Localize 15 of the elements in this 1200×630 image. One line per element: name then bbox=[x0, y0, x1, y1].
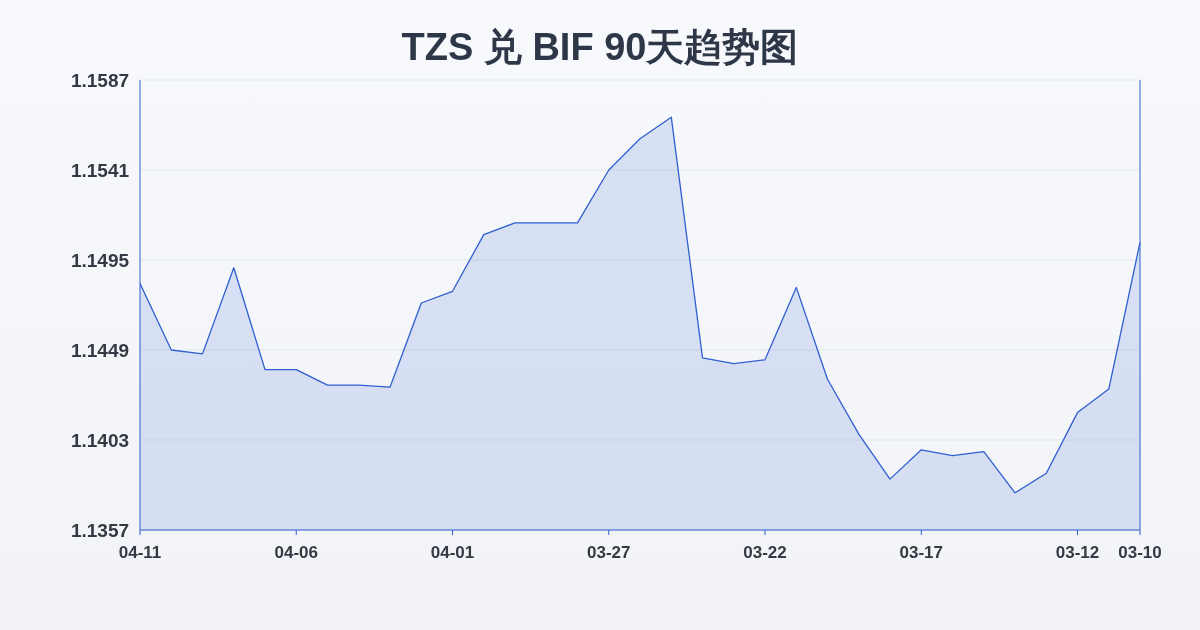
x-tick-label: 03-10 bbox=[1118, 543, 1162, 562]
y-tick-label: 1.1357 bbox=[70, 520, 130, 541]
x-tick-label: 04-01 bbox=[430, 543, 475, 562]
y-tick-label: 1.1495 bbox=[70, 250, 130, 271]
y-tick-label: 1.1403 bbox=[70, 430, 130, 451]
x-tick-label: 03-17 bbox=[899, 543, 943, 562]
x-tick-label: 03-22 bbox=[743, 543, 787, 562]
x-tick-label: 03-12 bbox=[1055, 543, 1100, 562]
x-tick-label: 03-27 bbox=[587, 543, 631, 562]
x-tick-label: 04-11 bbox=[118, 543, 162, 562]
chart-title: TZS 兑 BIF 90天趋势图 bbox=[401, 26, 799, 68]
y-tick-label: 1.1541 bbox=[70, 160, 130, 181]
x-tick-label: 04-06 bbox=[274, 543, 318, 562]
y-tick-label: 1.1449 bbox=[70, 340, 130, 361]
y-tick-label: 1.1587 bbox=[70, 70, 130, 91]
